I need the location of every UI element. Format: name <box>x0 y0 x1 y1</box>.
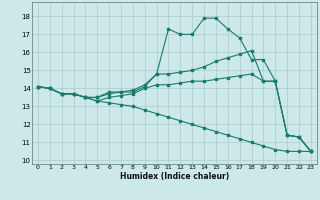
X-axis label: Humidex (Indice chaleur): Humidex (Indice chaleur) <box>120 172 229 181</box>
